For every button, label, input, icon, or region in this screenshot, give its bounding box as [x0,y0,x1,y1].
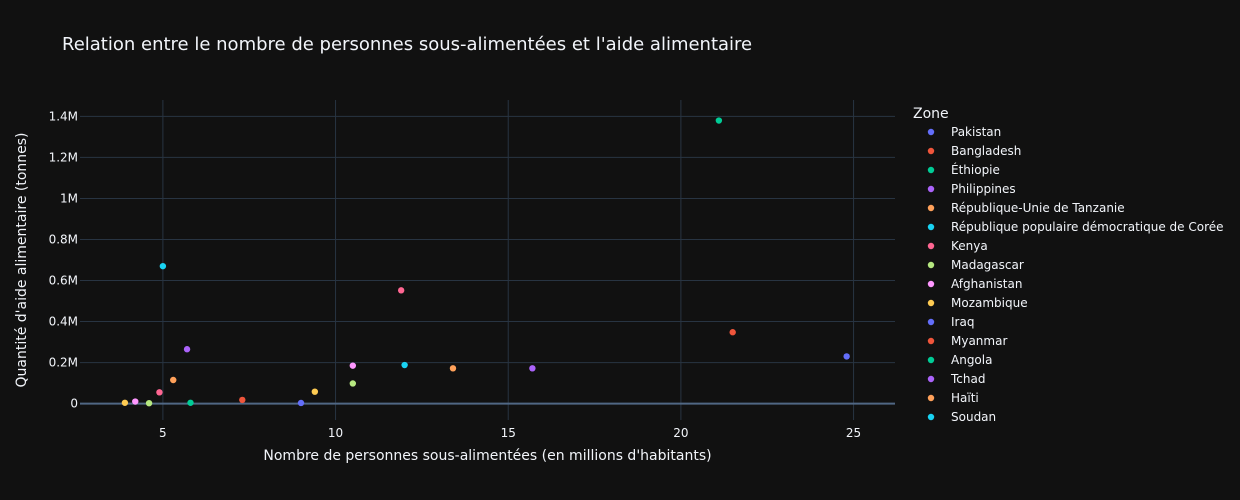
legend-label-1: Bangladesh [951,144,1021,158]
data-point-13-0[interactable] [183,346,191,353]
legend: Zone Pakistan Bangladesh Éthiopie Philippin… [913,106,1224,424]
data-point-11-0[interactable] [239,396,246,404]
legend-label-12: Angola [951,353,992,367]
legend-item-0[interactable]: Pakistan [927,125,1001,139]
legend-label-10: Iraq [951,315,974,329]
y-tick-label-7: 1.4M [49,109,78,123]
y-tick-label-5: 1M [60,191,78,205]
legend-label-8: Afghanistan [951,277,1022,291]
legend-marker-4 [927,204,935,212]
legend-label-9: Mozambique [951,296,1028,310]
legend-item-3[interactable]: Philippines [927,182,1016,196]
legend-marker-9 [927,299,935,307]
data-point-14-0[interactable] [170,376,177,384]
legend-item-11[interactable]: Myanmar [927,334,1008,348]
grid-lines [80,100,895,420]
legend-label-4: République-Unie de Tanzanie [951,201,1125,215]
data-point-10-0[interactable] [297,399,305,407]
legend-label-11: Myanmar [951,334,1007,348]
data-point-9-0[interactable] [311,388,319,395]
chart-title: Relation entre le nombre de personnes so… [62,34,752,55]
legend-item-2[interactable]: Éthiopie [927,162,1000,177]
legend-item-1[interactable]: Bangladesh [927,144,1022,158]
legend-marker-14 [927,394,935,402]
legend-item-5[interactable]: République populaire démocratique de Cor… [927,220,1224,234]
data-point-16-0[interactable] [156,389,163,396]
data-point-3-0[interactable] [529,365,536,372]
legend-item-8[interactable]: Afghanistan [927,277,1023,291]
legend-label-14: Haïti [951,391,979,405]
legend-marker-12 [927,356,935,364]
legend-marker-5 [927,223,935,231]
data-point-2-0[interactable] [715,117,723,124]
legend-title: Zone [913,106,949,122]
data-point-0-0[interactable] [843,353,850,360]
tick-labels: 5 10 15 20 25 0 0.2M 0.4M 0.6M 0.8M 1M 1.2M 1.4M [49,109,862,440]
legend-label-2: Éthiopie [951,162,1000,177]
legend-label-3: Philippines [951,182,1016,196]
x-tick-label-4: 25 [846,426,861,440]
x-tick-label-2: 15 [501,426,516,440]
legend-label-5: République populaire démocratique de Cor… [951,220,1224,234]
y-tick-label-2: 0.4M [49,315,78,329]
legend-marker-15 [927,413,935,421]
data-point-1-0[interactable] [729,329,736,336]
x-tick-label-0: 5 [159,426,167,440]
data-point-15-0[interactable] [159,262,167,270]
legend-marker-2 [927,166,935,174]
y-tick-label-6: 1.2M [49,150,78,164]
x-tick-label-1: 10 [328,426,343,440]
legend-marker-11 [927,337,935,345]
legend-label-13: Tchad [950,372,985,386]
y-tick-label-4: 0.8M [49,232,78,246]
data-point-6-0[interactable] [397,287,405,294]
data-point-4-0[interactable] [449,365,457,372]
legend-marker-6 [927,242,935,250]
legend-item-12[interactable]: Angola [927,353,993,367]
legend-item-13[interactable]: Tchad [927,372,986,386]
legend-item-15[interactable]: Soudan [927,410,996,424]
x-tick-label-3: 20 [673,426,688,440]
legend-marker-7 [927,261,935,269]
data-point-8-0[interactable] [349,362,357,369]
legend-item-4[interactable]: République-Unie de Tanzanie [927,201,1125,215]
legend-label-7: Madagascar [951,258,1024,272]
data-point-5-0[interactable] [401,361,408,369]
y-tick-label-1: 0.2M [49,356,78,370]
data-point-17-0[interactable] [145,399,153,407]
legend-label-6: Kenya [951,239,988,253]
data-point-18-0[interactable] [132,398,139,405]
legend-item-7[interactable]: Madagascar [927,258,1024,272]
legend-items[interactable]: Pakistan Bangladesh Éthiopie Philippines Rép… [927,125,1224,424]
legend-item-9[interactable]: Mozambique [927,296,1028,310]
legend-item-6[interactable]: Kenya [927,239,988,253]
legend-item-10[interactable]: Iraq [927,315,975,329]
legend-marker-3 [927,185,935,193]
data-point-7-0[interactable] [349,380,357,387]
legend-label-0: Pakistan [951,125,1001,139]
legend-marker-1 [927,147,935,155]
x-axis-title: Nombre de personnes sous-alimentées (en … [263,448,711,464]
legend-marker-10 [927,318,935,326]
legend-marker-8 [927,280,935,288]
data-point-19-0[interactable] [121,399,129,406]
legend-marker-0 [927,128,935,136]
y-axis-title: Quantité d'aide alimentaire (tonnes) [14,132,30,387]
data-point-12-0[interactable] [187,399,194,406]
legend-label-15: Soudan [951,410,996,424]
y-tick-label-0: 0 [70,397,78,411]
data-points[interactable] [121,117,850,407]
y-tick-label-3: 0.6M [49,274,78,288]
legend-item-14[interactable]: Haïti [927,391,979,405]
legend-marker-13 [927,375,935,383]
